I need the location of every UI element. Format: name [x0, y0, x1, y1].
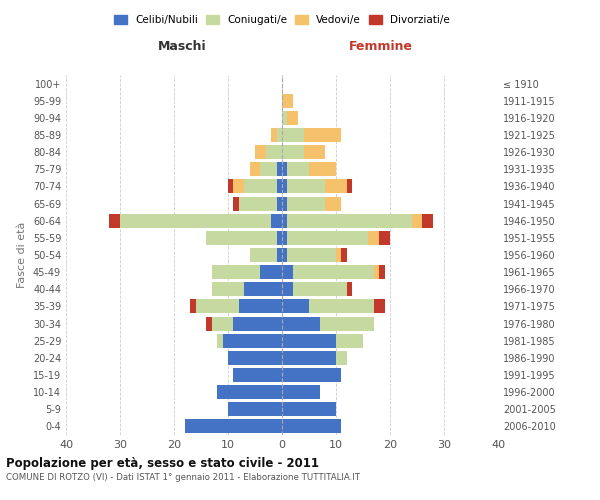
- Bar: [244, 180, 277, 194]
- Bar: [212, 316, 233, 330]
- Bar: [190, 300, 196, 314]
- Bar: [287, 231, 368, 245]
- Bar: [260, 162, 277, 176]
- Text: Maschi: Maschi: [158, 40, 207, 52]
- Bar: [282, 420, 341, 434]
- Bar: [379, 265, 385, 279]
- Bar: [282, 351, 336, 365]
- Bar: [304, 145, 325, 159]
- Bar: [309, 300, 374, 314]
- Bar: [282, 282, 293, 296]
- Bar: [255, 145, 266, 159]
- Bar: [282, 214, 287, 228]
- Bar: [196, 300, 239, 314]
- Text: Femmine: Femmine: [349, 40, 413, 52]
- Bar: [336, 351, 347, 365]
- Bar: [287, 196, 325, 210]
- Bar: [374, 300, 385, 314]
- Bar: [282, 94, 293, 108]
- Bar: [347, 282, 352, 296]
- Bar: [282, 385, 320, 399]
- Bar: [206, 231, 277, 245]
- Bar: [293, 282, 347, 296]
- Bar: [304, 128, 341, 142]
- Bar: [250, 162, 260, 176]
- Bar: [282, 300, 309, 314]
- Bar: [266, 145, 282, 159]
- Bar: [287, 162, 309, 176]
- Bar: [282, 248, 287, 262]
- Bar: [320, 316, 374, 330]
- Bar: [336, 334, 363, 347]
- Bar: [309, 162, 336, 176]
- Bar: [217, 385, 282, 399]
- Bar: [282, 111, 287, 125]
- Bar: [233, 196, 239, 210]
- Bar: [185, 420, 282, 434]
- Bar: [233, 316, 282, 330]
- Bar: [282, 402, 336, 416]
- Bar: [239, 300, 282, 314]
- Bar: [120, 214, 271, 228]
- Bar: [271, 128, 277, 142]
- Y-axis label: Fasce di età: Fasce di età: [17, 222, 27, 288]
- Bar: [282, 316, 320, 330]
- Bar: [368, 231, 379, 245]
- Bar: [282, 334, 336, 347]
- Bar: [282, 128, 304, 142]
- Bar: [282, 196, 287, 210]
- Bar: [233, 368, 282, 382]
- Bar: [260, 265, 282, 279]
- Bar: [228, 351, 282, 365]
- Bar: [228, 402, 282, 416]
- Bar: [379, 231, 390, 245]
- Bar: [347, 180, 352, 194]
- Bar: [212, 265, 260, 279]
- Bar: [287, 214, 412, 228]
- Bar: [277, 248, 282, 262]
- Bar: [271, 214, 282, 228]
- Bar: [412, 214, 422, 228]
- Bar: [287, 111, 298, 125]
- Bar: [287, 180, 325, 194]
- Bar: [277, 180, 282, 194]
- Bar: [325, 196, 341, 210]
- Bar: [422, 214, 433, 228]
- Text: COMUNE DI ROTZO (VI) - Dati ISTAT 1° gennaio 2011 - Elaborazione TUTTITALIA.IT: COMUNE DI ROTZO (VI) - Dati ISTAT 1° gen…: [6, 472, 360, 482]
- Bar: [233, 180, 244, 194]
- Bar: [277, 128, 282, 142]
- Bar: [277, 162, 282, 176]
- Bar: [250, 248, 277, 262]
- Bar: [212, 282, 244, 296]
- Bar: [109, 214, 120, 228]
- Bar: [282, 180, 287, 194]
- Bar: [282, 265, 293, 279]
- Bar: [282, 145, 304, 159]
- Legend: Celibi/Nubili, Coniugati/e, Vedovi/e, Divorziati/e: Celibi/Nubili, Coniugati/e, Vedovi/e, Di…: [111, 12, 453, 28]
- Bar: [282, 231, 287, 245]
- Bar: [223, 334, 282, 347]
- Bar: [293, 265, 374, 279]
- Bar: [374, 265, 379, 279]
- Bar: [282, 368, 341, 382]
- Bar: [325, 180, 347, 194]
- Bar: [341, 248, 347, 262]
- Bar: [228, 180, 233, 194]
- Bar: [282, 162, 287, 176]
- Bar: [244, 282, 282, 296]
- Bar: [217, 334, 223, 347]
- Bar: [287, 248, 336, 262]
- Text: Popolazione per età, sesso e stato civile - 2011: Popolazione per età, sesso e stato civil…: [6, 458, 319, 470]
- Bar: [277, 196, 282, 210]
- Bar: [277, 231, 282, 245]
- Bar: [206, 316, 212, 330]
- Bar: [239, 196, 277, 210]
- Bar: [336, 248, 341, 262]
